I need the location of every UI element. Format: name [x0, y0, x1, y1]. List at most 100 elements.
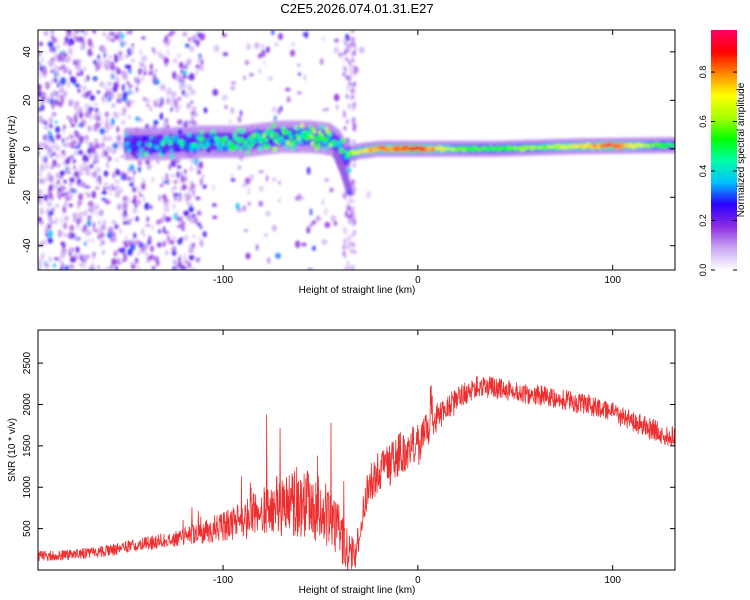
- snr-xtick-label: 0: [415, 575, 421, 586]
- noise-speckle: [237, 165, 242, 171]
- noise-speckle: [110, 148, 117, 155]
- noise-speckle: [68, 247, 73, 253]
- noise-speckle: [348, 174, 352, 180]
- noise-speckle: [112, 171, 116, 179]
- noise-speckle: [158, 229, 162, 234]
- noise-speckle: [44, 145, 49, 150]
- noise-speckle: [76, 202, 80, 210]
- ridge-core: [208, 139, 214, 145]
- noise-speckle: [117, 203, 122, 211]
- noise-speckle: [113, 76, 120, 80]
- noise-speckle: [126, 219, 132, 226]
- ridge-core: [138, 153, 143, 159]
- ridge-core: [300, 123, 304, 129]
- noise-speckle: [54, 217, 58, 225]
- noise-speckle: [195, 196, 201, 201]
- ridge-core: [255, 128, 261, 134]
- noise-speckle: [192, 188, 195, 197]
- spectrogram-axes: -100 0 100 -40 -20 0 20 40: [22, 30, 675, 286]
- noise-speckle: [91, 205, 95, 213]
- noise-speckle: [156, 160, 160, 164]
- noise-speckle: [94, 107, 99, 113]
- noise-speckle: [167, 234, 171, 240]
- ridge-core: [297, 139, 303, 145]
- noise-speckle: [38, 200, 43, 206]
- noise-speckle: [264, 233, 268, 238]
- ridge-core: [338, 141, 342, 147]
- noise-speckle: [85, 164, 91, 172]
- noise-speckle: [129, 164, 135, 172]
- colorbar-tick-label: 0.6: [698, 115, 708, 128]
- noise-speckle: [105, 146, 112, 153]
- noise-speckle: [242, 183, 247, 188]
- noise-speckle: [128, 69, 132, 74]
- colorbar-tick-label: 0.8: [698, 66, 708, 79]
- noise-speckle: [303, 74, 307, 81]
- noise-speckle: [79, 164, 83, 172]
- noise-speckle: [41, 178, 46, 185]
- noise-speckle: [128, 176, 131, 182]
- noise-speckle: [47, 60, 53, 65]
- noise-speckle: [131, 175, 135, 183]
- noise-speckle: [138, 193, 144, 198]
- noise-speckle: [132, 170, 136, 176]
- noise-speckle: [90, 146, 96, 154]
- noise-speckle: [82, 162, 87, 167]
- ridge-core: [161, 150, 166, 155]
- noise-speckle: [108, 156, 112, 161]
- noise-speckle: [101, 142, 105, 148]
- noise-speckle: [153, 99, 156, 105]
- noise-speckle: [294, 240, 301, 249]
- noise-speckle: [186, 120, 192, 125]
- noise-speckle: [172, 57, 178, 64]
- noise-speckle: [124, 54, 129, 58]
- noise-speckle: [122, 107, 127, 114]
- noise-speckle: [145, 223, 151, 228]
- noise-speckle: [177, 119, 183, 125]
- noise-speckle: [294, 195, 300, 201]
- noise-speckle: [120, 143, 124, 147]
- noise-speckle: [116, 93, 123, 98]
- noise-speckle: [181, 89, 186, 96]
- noise-speckle: [104, 266, 111, 270]
- ridge-core: [153, 120, 159, 125]
- noise-speckle: [95, 185, 100, 191]
- noise-speckle: [167, 33, 173, 37]
- noise-speckle: [44, 81, 49, 88]
- noise-speckle: [41, 91, 47, 99]
- ridge-core: [126, 148, 131, 153]
- noise-speckle: [235, 202, 240, 210]
- noise-speckle: [266, 46, 270, 53]
- noise-speckle: [190, 267, 197, 270]
- noise-speckle: [267, 76, 274, 82]
- noise-speckle: [49, 78, 55, 85]
- noise-speckle: [89, 114, 94, 121]
- noise-speckle: [39, 101, 44, 105]
- noise-speckle: [145, 98, 150, 103]
- noise-speckle: [74, 117, 78, 124]
- noise-speckle: [315, 215, 322, 222]
- noise-speckle: [131, 58, 135, 64]
- noise-speckle: [352, 37, 355, 43]
- noise-speckle: [173, 92, 177, 96]
- noise-speckle: [351, 41, 355, 47]
- noise-speckle: [229, 119, 231, 124]
- noise-speckle: [95, 66, 99, 72]
- snr-ylabel: SNR (10 * v/v): [7, 418, 18, 482]
- noise-speckle: [278, 32, 283, 41]
- noise-speckle: [108, 86, 113, 92]
- noise-speckle: [343, 50, 347, 56]
- noise-speckle: [137, 266, 141, 270]
- noise-speckle: [146, 258, 151, 263]
- noise-speckle: [114, 190, 121, 198]
- noise-speckle: [353, 81, 357, 87]
- noise-speckle: [135, 216, 139, 222]
- ridge-core: [142, 144, 146, 149]
- noise-speckle: [173, 235, 176, 241]
- noise-speckle: [353, 46, 357, 52]
- noise-speckle: [177, 165, 182, 169]
- noise-speckle: [77, 150, 84, 155]
- noise-speckle: [70, 123, 76, 128]
- noise-speckle: [169, 30, 175, 34]
- noise-speckle: [83, 37, 86, 41]
